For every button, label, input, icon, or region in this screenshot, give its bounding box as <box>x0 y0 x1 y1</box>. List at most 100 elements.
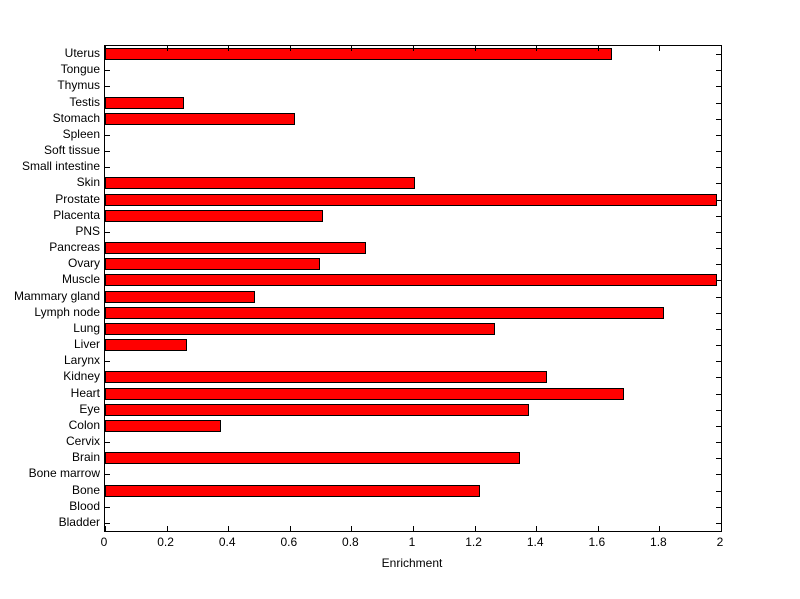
y-axis-tick-label: Tongue <box>60 62 100 77</box>
x-axis-tick-mark <box>598 46 599 51</box>
bar <box>105 194 717 206</box>
bar <box>105 485 480 497</box>
y-axis-tick-label: Uterus <box>64 46 100 61</box>
x-axis-tick-mark <box>475 46 476 51</box>
y-axis-tick-label: Lymph node <box>34 304 100 319</box>
y-axis-tick-mark <box>105 523 110 524</box>
y-axis-tick-mark <box>716 135 721 136</box>
y-axis-tick-mark <box>716 183 721 184</box>
y-axis-tick-label: Colon <box>68 417 100 432</box>
y-axis-tick-mark <box>716 200 721 201</box>
y-axis-tick-label: Skin <box>76 175 100 190</box>
x-axis-tick-mark <box>721 46 722 51</box>
bar <box>105 452 520 464</box>
x-axis-tick-label: 0.8 <box>342 535 359 549</box>
y-axis-tick-mark <box>716 345 721 346</box>
x-axis-tick-mark <box>167 46 168 51</box>
y-axis-tick-mark <box>716 264 721 265</box>
y-axis-tick-mark <box>716 297 721 298</box>
y-axis-tick-mark <box>716 523 721 524</box>
y-axis-tick-mark <box>105 232 110 233</box>
x-axis-tick-label: 1.6 <box>588 535 606 549</box>
x-axis-tick-label: 0.2 <box>157 535 174 549</box>
x-axis-tick-mark <box>659 526 660 531</box>
x-axis-tick-label: 1.2 <box>465 535 482 549</box>
y-axis-tick-mark <box>716 442 721 443</box>
y-axis-tick-mark <box>105 361 110 362</box>
x-axis-tick-label: 1 <box>408 535 416 549</box>
x-axis-tick-mark <box>105 526 106 531</box>
y-axis-tick-mark <box>716 394 721 395</box>
y-axis-tick-mark <box>716 280 721 281</box>
y-axis-tick-mark <box>716 167 721 168</box>
y-axis-tick-mark <box>105 86 110 87</box>
y-axis-tick-mark <box>105 474 110 475</box>
x-axis-tick-label: 1.4 <box>526 535 544 549</box>
x-axis-tick-label: 2 <box>716 535 724 549</box>
y-axis-tick-label: Brain <box>71 450 100 465</box>
bar <box>105 420 221 432</box>
y-axis-tick-label: Larynx <box>63 353 100 368</box>
x-axis-tick-label: 0.6 <box>280 535 298 549</box>
y-axis-tick-mark <box>716 103 721 104</box>
bar <box>105 177 415 189</box>
y-axis-tick-mark <box>716 491 721 492</box>
x-axis-tick-label: 0.4 <box>218 535 236 549</box>
y-axis-tick-label: Cervix <box>65 434 100 449</box>
bar <box>105 48 612 60</box>
bar <box>105 307 664 319</box>
y-axis-tick-mark <box>105 442 110 443</box>
y-axis-tick-mark <box>716 474 721 475</box>
bar <box>105 258 320 270</box>
y-axis-tick-label: Bone marrow <box>28 466 100 481</box>
bar <box>105 210 323 222</box>
y-axis-tick-mark <box>716 377 721 378</box>
y-axis-tick-mark <box>716 426 721 427</box>
x-axis-tick-mark <box>228 46 229 51</box>
y-axis-tick-mark <box>716 313 721 314</box>
bar <box>105 274 717 286</box>
bar <box>105 339 187 351</box>
y-axis-tick-label: Thymus <box>57 78 100 93</box>
y-axis-tick-mark <box>716 248 721 249</box>
plot-area <box>104 45 722 532</box>
bar <box>105 291 255 303</box>
y-axis-tick-mark <box>105 507 110 508</box>
x-axis-tick-mark <box>351 46 352 51</box>
x-axis-tick-mark <box>351 526 352 531</box>
y-axis-tick-label: Testis <box>69 94 100 109</box>
x-axis-tick-mark <box>105 46 106 51</box>
bar <box>105 113 295 125</box>
y-axis-tick-label: Mammary gland <box>13 288 100 303</box>
y-axis-tick-mark <box>716 86 721 87</box>
y-axis-tick-mark <box>716 232 721 233</box>
y-axis-tick-mark <box>105 70 110 71</box>
y-axis-tick-mark <box>716 361 721 362</box>
y-axis-tick-mark <box>716 458 721 459</box>
y-axis-tick-mark <box>716 151 721 152</box>
x-axis-tick-mark <box>290 46 291 51</box>
x-axis-tick-mark <box>536 526 537 531</box>
y-axis-tick-label: Stomach <box>52 110 100 125</box>
y-axis-tick-mark <box>716 410 721 411</box>
x-axis-tick-mark <box>598 526 599 531</box>
x-axis-tick-mark <box>659 46 660 51</box>
bar <box>105 97 184 109</box>
y-axis-tick-mark <box>716 329 721 330</box>
bar <box>105 371 547 383</box>
y-axis-tick-label: Eye <box>79 401 100 416</box>
y-axis-tick-label: Blood <box>69 498 100 513</box>
y-axis-tick-label: Bone <box>71 482 100 497</box>
x-axis-tick-mark <box>475 526 476 531</box>
y-axis-tick-mark <box>716 54 721 55</box>
bar <box>105 388 624 400</box>
y-axis-tick-mark <box>716 70 721 71</box>
y-axis-tick-label: Placenta <box>53 207 100 222</box>
y-axis-tick-label: Liver <box>73 337 100 352</box>
y-axis-tick-label: Heart <box>70 385 100 400</box>
x-axis-label: Enrichment <box>381 556 443 570</box>
y-axis-tick-label: Pancreas <box>49 240 100 255</box>
y-axis-tick-mark <box>716 119 721 120</box>
y-axis-tick-mark <box>105 135 110 136</box>
